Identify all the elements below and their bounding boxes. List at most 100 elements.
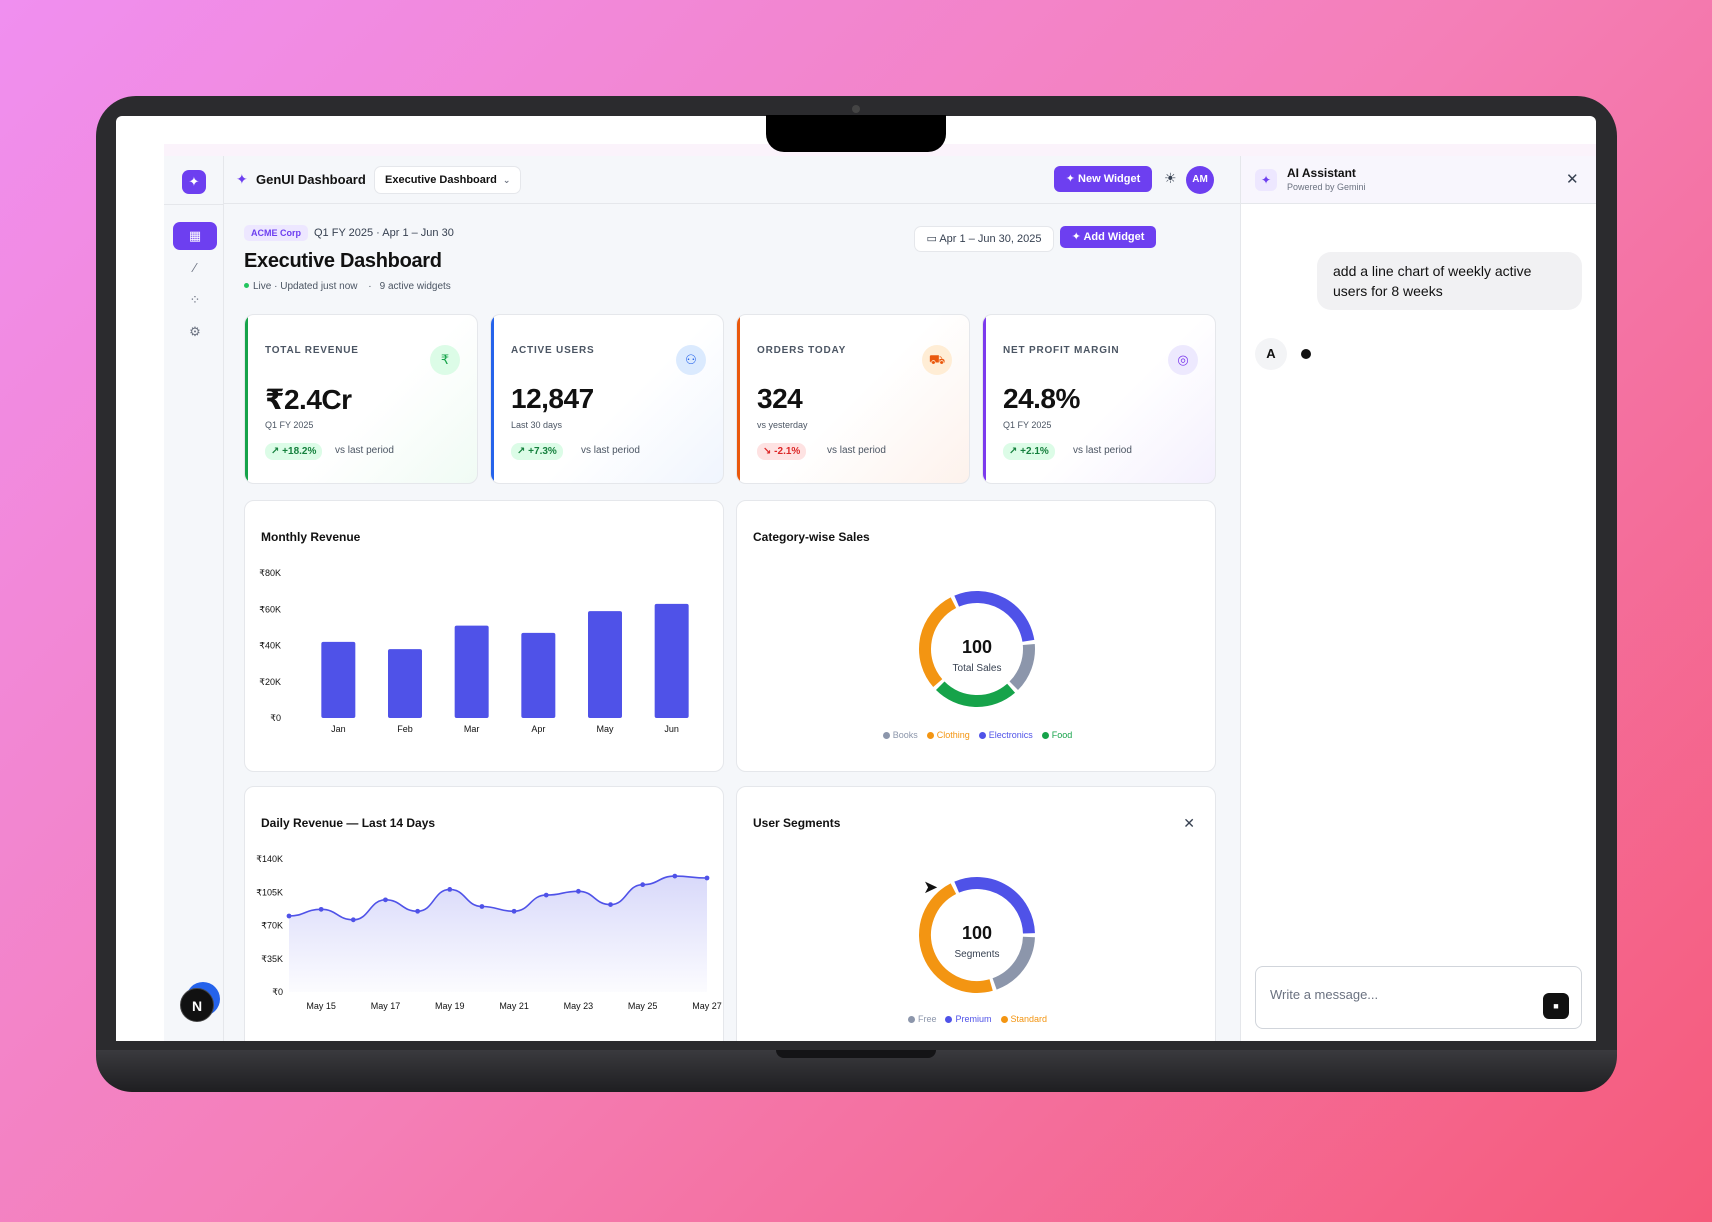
stop-button[interactable]: ■	[1543, 993, 1569, 1019]
y-tick-label: ₹35K	[261, 954, 283, 964]
kpi-vs: vs last period	[827, 445, 886, 456]
bar	[454, 625, 489, 718]
data-point	[415, 908, 421, 914]
bar	[388, 649, 422, 718]
widgets-icon[interactable]: ⁘	[189, 292, 201, 307]
x-tick-label: Feb	[397, 724, 413, 734]
camera-notch	[766, 115, 946, 152]
kpi-stripe	[245, 315, 248, 483]
brand-name: GenUI Dashboard	[256, 172, 366, 187]
widget-count: 9 active widgets	[379, 281, 451, 292]
kpi-card-net-profit-margin[interactable]: NET PROFIT MARGIN ◎ 24.8% Q1 FY 2025 ↗ +…	[982, 314, 1216, 484]
add-widget-button[interactable]: ✦ Add Widget	[1060, 226, 1156, 248]
dashboard-select[interactable]: Executive Dashboard ⌄	[374, 166, 522, 194]
kpi-sub: vs yesterday	[757, 420, 808, 430]
assistant-subtitle: Powered by Gemini	[1287, 182, 1366, 192]
user-segments-card: User Segments ✕ 100 Segments Free Premium S…	[736, 786, 1216, 1041]
sparkle-icon[interactable]: ✦	[182, 170, 206, 194]
new-widget-button[interactable]: ✦ New Widget	[1054, 166, 1152, 192]
kpi-value: ₹2.4Cr	[265, 384, 352, 415]
y-tick-label: ₹20K	[259, 677, 281, 687]
kpi-label: ORDERS TODAY	[757, 345, 847, 356]
data-point	[286, 913, 292, 919]
brand-sparkle-icon: ✦	[236, 171, 248, 187]
add-widget-label: Add Widget	[1083, 231, 1145, 243]
magic-wand-icon[interactable]: ⁄	[193, 260, 197, 275]
left-rail: ✦ ▦ ⁄ ⁘ ⚙ N	[164, 156, 224, 1041]
donut-slice	[992, 936, 1035, 990]
data-point	[383, 897, 388, 903]
chevron-down-icon: ⌄	[502, 175, 511, 185]
donut-slice	[935, 681, 1016, 707]
legend-item: Electronics	[976, 730, 1033, 740]
mouse-cursor-icon: ➤	[923, 877, 939, 897]
donut-center-label: Segments	[954, 949, 999, 960]
card-title: Daily Revenue — Last 14 Days	[261, 816, 436, 830]
close-icon[interactable]: ✕	[1566, 171, 1579, 188]
users-icon: ⚇	[676, 345, 706, 375]
legend-dot	[926, 732, 934, 739]
daily-revenue-chart: ₹0 ₹35K ₹70K ₹105K ₹140K May 15 May 17 May 19 Ma…	[256, 854, 722, 1011]
kpi-card-active-users[interactable]: ACTIVE USERS ⚇ 12,847 Last 30 days ↗ +7.…	[490, 314, 724, 484]
message-input[interactable]: Write a message... ■	[1255, 966, 1582, 1029]
settings-gear-icon[interactable]: ⚙	[189, 324, 201, 339]
donut-slice	[1009, 643, 1035, 691]
x-tick-label: May 25	[628, 1001, 658, 1011]
top-bar: ✦ GenUI Dashboard Executive Dashboard ⌄ ✦…	[224, 156, 1240, 204]
kpi-sub: Q1 FY 2025	[1003, 420, 1052, 430]
sparkle-icon: ✦	[1255, 169, 1277, 191]
x-tick-label: May 27	[692, 1001, 722, 1011]
dashboard-grid-icon[interactable]: ▦	[173, 222, 217, 250]
date-range-button[interactable]: ▭ Apr 1 – Jun 30, 2025	[914, 226, 1054, 252]
data-point	[318, 906, 324, 912]
x-tick-label: May 21	[499, 1001, 529, 1011]
typing-indicator	[1301, 349, 1311, 359]
kpi-card-total-revenue[interactable]: TOTAL REVENUE ₹ ₹2.4Cr Q1 FY 2025 ↗ +18.…	[244, 314, 478, 484]
kpi-card-orders-today[interactable]: ORDERS TODAY ⛟ 324 vs yesterday ↘ -2.1% …	[736, 314, 970, 484]
legend-item: Premium	[942, 1014, 992, 1024]
user-segments-chart: 100 Segments	[919, 877, 1035, 993]
data-point	[479, 904, 485, 909]
y-tick-label: ₹0	[272, 987, 283, 997]
user-avatar[interactable]: AM	[1186, 166, 1214, 194]
data-point	[640, 882, 646, 888]
y-tick-label: ₹105K	[256, 887, 283, 897]
data-point	[543, 892, 549, 898]
card-title: Monthly Revenue	[261, 530, 361, 544]
kpi-stripe	[491, 315, 494, 483]
kpi-sub: Q1 FY 2025	[265, 420, 314, 430]
legend-dot	[882, 732, 890, 739]
legend-item: Free	[905, 1014, 936, 1024]
camera-dot	[852, 105, 860, 113]
donut-slice	[919, 597, 957, 688]
close-icon[interactable]: ✕	[1183, 815, 1195, 831]
kpi-stripe	[737, 315, 740, 483]
card-title: User Segments	[753, 816, 841, 830]
y-tick-label: ₹140K	[256, 854, 283, 864]
data-point	[608, 902, 613, 907]
y-tick-label: ₹80K	[259, 568, 281, 578]
legend-item: Books	[880, 730, 918, 740]
donut-center-label: Total Sales	[953, 663, 1002, 674]
kpi-stripe	[983, 315, 986, 483]
legend-dot	[945, 1016, 953, 1023]
x-tick-label: Apr	[531, 724, 545, 734]
donut-center-value: 100	[962, 637, 992, 657]
data-point	[575, 888, 581, 894]
monthly-revenue-card: Monthly Revenue ₹0 ₹20K ₹40K ₹60K ₹80K Jan Feb…	[244, 500, 724, 772]
kpi-vs: vs last period	[335, 445, 394, 456]
next-dev-button[interactable]: N	[180, 988, 214, 1022]
kpi-change: ↗ +2.1%	[1003, 443, 1055, 460]
donut-slice	[954, 877, 1035, 934]
theme-toggle-sun-icon[interactable]: ☀	[1164, 170, 1177, 186]
legend-dot	[907, 1016, 915, 1023]
category-sales-chart: 100 Total Sales	[919, 591, 1035, 707]
legend-dot	[1041, 732, 1049, 739]
period-label: Q1 FY 2025 · Apr 1 – Jun 30	[314, 227, 454, 239]
bar	[521, 632, 556, 718]
sparkle-icon: ✦	[1071, 231, 1084, 243]
donut-slice	[919, 883, 993, 993]
x-tick-label: May 19	[435, 1001, 465, 1011]
data-point	[511, 908, 517, 914]
kpi-value: 24.8%	[1003, 383, 1080, 414]
